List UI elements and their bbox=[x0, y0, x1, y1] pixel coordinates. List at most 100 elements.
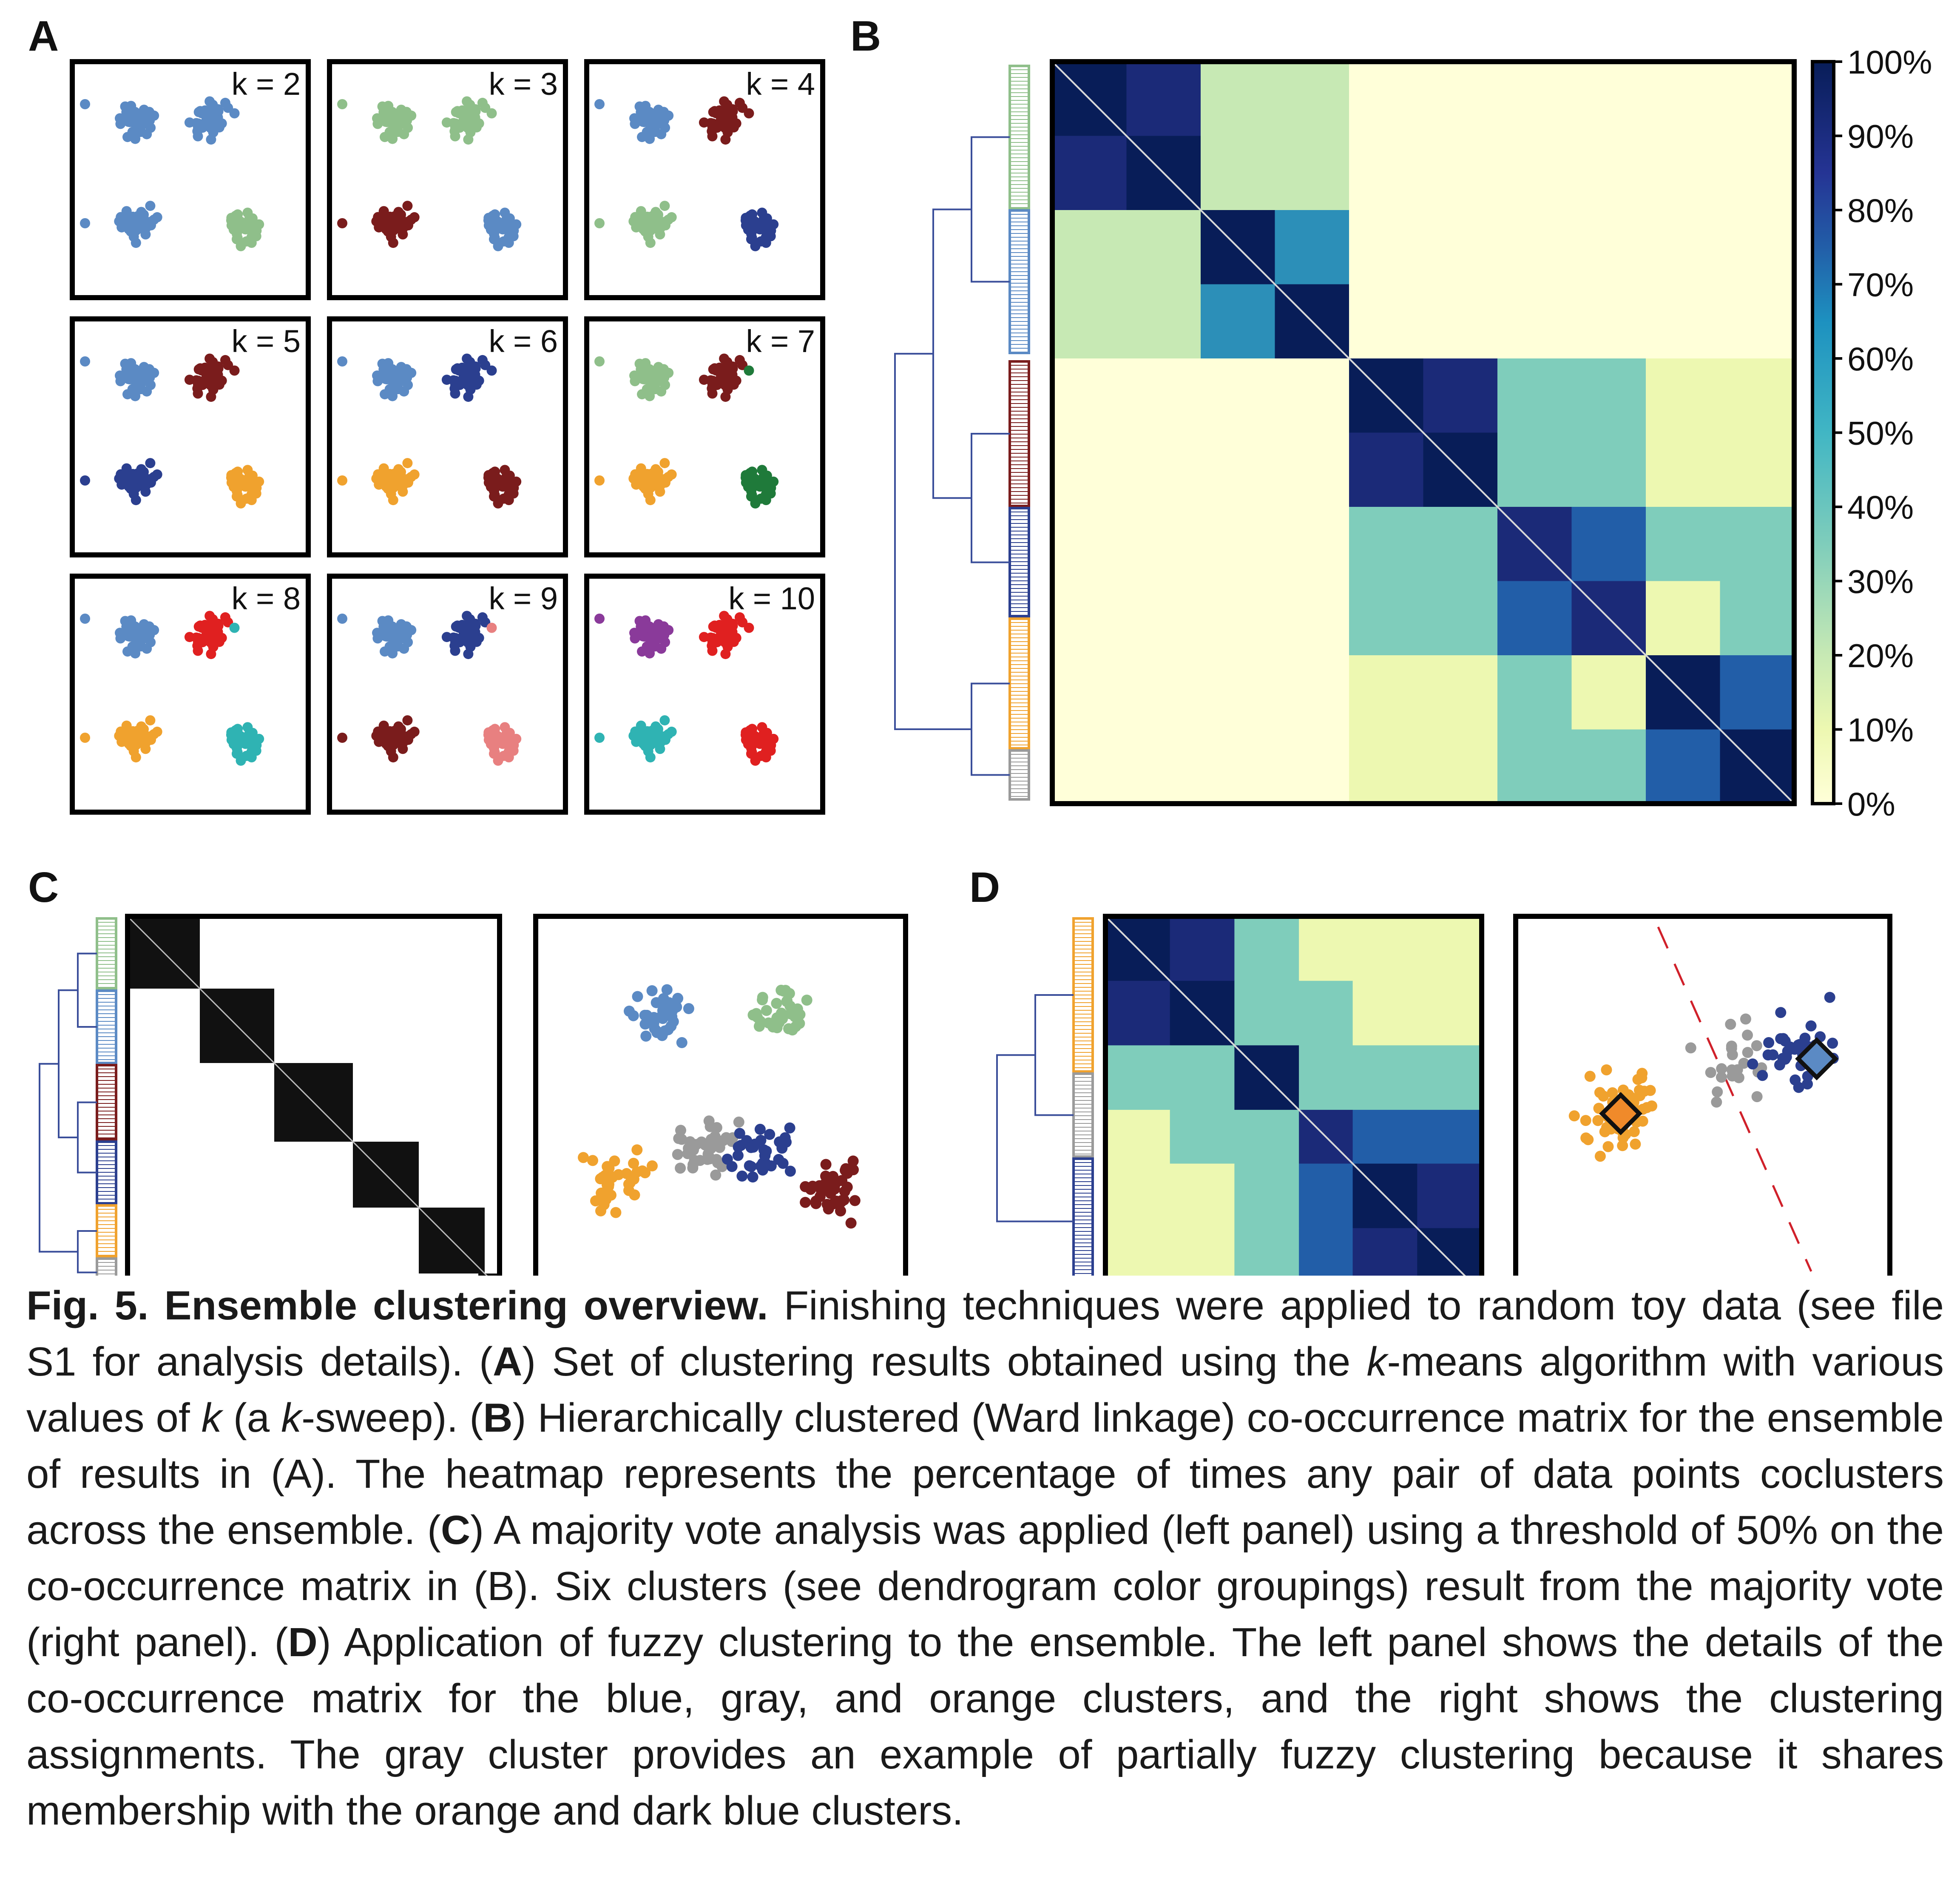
data-point bbox=[486, 225, 496, 235]
data-point bbox=[659, 715, 670, 726]
data-point bbox=[337, 614, 347, 624]
data-point bbox=[1593, 1103, 1605, 1114]
data-point bbox=[228, 212, 239, 223]
data-point bbox=[378, 720, 389, 731]
data-point bbox=[392, 366, 402, 376]
data-point bbox=[375, 218, 386, 229]
heatmap-cell bbox=[1349, 581, 1424, 656]
heatmap-cell bbox=[1052, 432, 1127, 507]
heatmap-cell bbox=[1275, 62, 1349, 136]
data-point bbox=[722, 375, 733, 386]
data-point bbox=[653, 117, 664, 128]
data-point bbox=[1568, 1110, 1580, 1122]
data-point bbox=[687, 1162, 699, 1174]
heatmap-cell bbox=[1126, 62, 1201, 136]
data-point bbox=[663, 997, 675, 1009]
data-point bbox=[759, 729, 770, 740]
data-point bbox=[196, 108, 207, 119]
data-point bbox=[140, 737, 151, 748]
data-point bbox=[396, 375, 407, 385]
data-point bbox=[228, 739, 239, 750]
heatmap-cell bbox=[1423, 62, 1498, 136]
data-point bbox=[247, 222, 258, 233]
heatmap-cell bbox=[1423, 136, 1498, 210]
data-point bbox=[465, 118, 476, 128]
data-point bbox=[784, 1122, 795, 1134]
data-point bbox=[733, 1116, 744, 1128]
colorbar-tick-label: 80% bbox=[1847, 192, 1914, 229]
data-point bbox=[590, 1195, 601, 1207]
panel-b-heatmap-frame bbox=[1050, 59, 1797, 806]
heatmap-cell bbox=[1571, 62, 1646, 136]
data-point bbox=[375, 475, 386, 486]
data-point bbox=[659, 201, 670, 211]
data-point bbox=[485, 727, 496, 737]
data-point bbox=[719, 353, 730, 364]
heatmap-cell bbox=[1349, 507, 1424, 582]
heatmap-cell bbox=[1497, 432, 1572, 507]
data-point bbox=[228, 482, 239, 492]
data-point bbox=[1592, 1115, 1604, 1126]
data-point bbox=[132, 472, 143, 483]
data-point bbox=[1784, 1041, 1796, 1053]
matrix-diagonal bbox=[1105, 915, 1466, 1276]
dendrogram-leaf-group bbox=[1008, 209, 1030, 354]
data-point bbox=[676, 1037, 687, 1048]
data-point bbox=[121, 621, 132, 632]
data-point bbox=[118, 733, 128, 743]
data-point bbox=[337, 99, 347, 109]
data-point bbox=[246, 746, 257, 757]
data-point bbox=[454, 365, 464, 376]
data-point bbox=[707, 131, 718, 142]
heatmap-cell bbox=[1646, 358, 1721, 433]
data-point bbox=[382, 374, 392, 384]
data-point bbox=[734, 1128, 745, 1139]
data-point bbox=[378, 463, 389, 474]
panel-label-b: B bbox=[850, 12, 881, 60]
heatmap-cell bbox=[1571, 507, 1646, 582]
k-value-label: k = 3 bbox=[489, 66, 558, 102]
data-point bbox=[820, 1178, 831, 1189]
k-value-label: k = 2 bbox=[232, 66, 301, 102]
data-point bbox=[594, 614, 605, 624]
data-point bbox=[784, 1165, 796, 1177]
panel-d-fuzzy bbox=[996, 914, 1892, 1276]
caption-text: -sweep). ( bbox=[301, 1395, 483, 1441]
data-point bbox=[644, 1013, 655, 1024]
data-point bbox=[761, 222, 772, 233]
data-point bbox=[645, 391, 655, 401]
heatmap-cell bbox=[1201, 507, 1275, 582]
data-point bbox=[722, 118, 733, 128]
data-point bbox=[229, 365, 240, 376]
colorbar-tick-label: 50% bbox=[1847, 415, 1914, 452]
heatmap-cell bbox=[1299, 1228, 1353, 1276]
data-point bbox=[712, 637, 722, 648]
data-point bbox=[755, 1134, 767, 1146]
heatmap-cell bbox=[1275, 581, 1349, 656]
heatmap-cell bbox=[1720, 210, 1795, 285]
data-point bbox=[774, 1136, 785, 1148]
data-point bbox=[236, 241, 246, 251]
data-point bbox=[247, 737, 258, 748]
data-point bbox=[657, 1005, 668, 1016]
data-point bbox=[121, 107, 132, 117]
data-point bbox=[184, 632, 195, 642]
data-point bbox=[659, 458, 670, 469]
colorbar-tick-label: 0% bbox=[1847, 785, 1895, 823]
data-point bbox=[594, 99, 605, 109]
data-point bbox=[771, 998, 782, 1009]
heatmap-cell bbox=[1646, 284, 1721, 359]
heatmap-cell bbox=[1349, 62, 1424, 136]
data-point bbox=[196, 623, 207, 633]
data-point bbox=[645, 648, 655, 659]
data-point bbox=[193, 388, 203, 399]
k-value-label: k = 4 bbox=[746, 66, 815, 102]
data-point bbox=[744, 108, 754, 119]
data-point bbox=[646, 985, 658, 996]
dendrogram-leaf-group bbox=[1072, 1072, 1094, 1158]
heatmap-cell bbox=[1052, 729, 1127, 804]
data-point bbox=[131, 752, 141, 763]
data-point bbox=[465, 375, 476, 386]
data-point bbox=[829, 1183, 840, 1195]
data-point bbox=[1584, 1071, 1596, 1082]
